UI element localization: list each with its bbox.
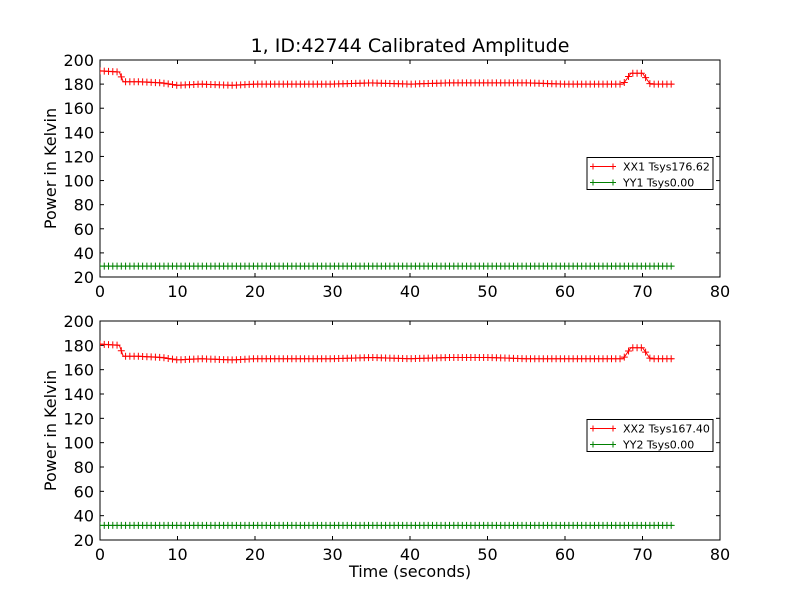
y-tick-label: 180 (63, 336, 94, 355)
x-tick-label: 20 (245, 545, 265, 564)
legend-label: XX2 Tsys167.40 (623, 423, 710, 436)
chart-panel-1: 0 10 20 30 40 50 60 70 80 20 40 60 80 100 120 140 160 180… (41, 35, 730, 301)
y-tick-label: 40 (74, 507, 94, 526)
legend: XX2 Tsys167.40 YY2 Tsys0.00 (586, 419, 714, 452)
y-tick-label: 160 (63, 99, 94, 118)
x-axis-label: Time (seconds) (348, 562, 471, 581)
series-markers-2 (100, 262, 675, 270)
x-tick-label: 50 (477, 282, 497, 301)
y-tick-label: 60 (74, 482, 94, 501)
chart-panel-2: 0 10 20 30 40 50 60 70 80 20 40 60 80 100 120 140 160 180… (41, 312, 730, 581)
y-tick-label: 140 (63, 385, 94, 404)
y-tick-label: 60 (74, 220, 94, 239)
x-tick-label: 50 (477, 545, 497, 564)
series-group (100, 340, 675, 529)
x-tick-label: 0 (95, 545, 105, 564)
legend-label: YY1 Tsys0.00 (622, 177, 694, 190)
legend-swatch-marker (590, 163, 616, 170)
y-tick-label: 100 (63, 434, 94, 453)
x-tick-label: 80 (710, 282, 730, 301)
y-axis-label: Power in Kelvin (41, 370, 60, 491)
y-tick-label: 180 (63, 75, 94, 94)
legend-swatch-marker (590, 179, 616, 186)
series-markers-2 (100, 521, 675, 529)
y-tick-label: 40 (74, 244, 94, 263)
y-tick-label: 120 (63, 409, 94, 428)
legend-swatch-marker (590, 441, 616, 448)
x-tick-label: 40 (400, 282, 420, 301)
y-tick-label: 120 (63, 147, 94, 166)
y-tick-label: 20 (74, 531, 94, 550)
x-tick-label: 60 (555, 545, 575, 564)
y-tick-label: 20 (74, 268, 94, 287)
x-tick-label: 10 (167, 545, 187, 564)
x-tick-label: 30 (322, 282, 342, 301)
x-tick-label: 0 (95, 282, 105, 301)
series-markers-1 (100, 67, 675, 89)
legend: XX1 Tsys176.62 YY1 Tsys0.00 (586, 157, 714, 190)
series-markers-1 (100, 340, 675, 364)
x-tick-label: 10 (167, 282, 187, 301)
x-tick-label: 70 (632, 545, 652, 564)
x-tick-label: 70 (632, 282, 652, 301)
x-tick-label: 30 (322, 545, 342, 564)
legend-box (586, 157, 714, 190)
chart-title: 1, ID:42744 Calibrated Amplitude (251, 35, 570, 57)
y-tick-label: 100 (63, 172, 94, 191)
legend-label: XX1 Tsys176.62 (623, 161, 710, 174)
y-tick-label: 160 (63, 361, 94, 380)
legend-box (586, 419, 714, 452)
y-tick-label: 80 (74, 196, 94, 215)
legend-swatch-marker (590, 425, 616, 432)
y-axis-label: Power in Kelvin (41, 108, 60, 229)
y-tick-label: 200 (63, 51, 94, 70)
x-tick-label: 40 (400, 545, 420, 564)
x-tick-label: 60 (555, 282, 575, 301)
y-tick-label: 140 (63, 123, 94, 142)
legend-label: YY2 Tsys0.00 (622, 439, 694, 452)
x-tick-label: 20 (245, 282, 265, 301)
y-tick-label: 80 (74, 458, 94, 477)
x-tick-label: 80 (710, 545, 730, 564)
series-group (100, 67, 675, 270)
y-tick-label: 200 (63, 312, 94, 331)
